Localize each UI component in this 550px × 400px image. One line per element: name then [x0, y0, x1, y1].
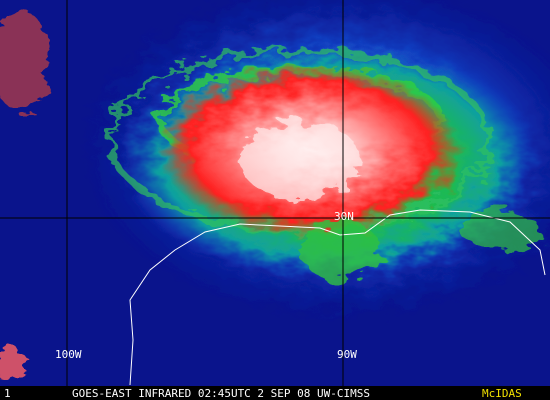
- frame-number: 1: [4, 387, 11, 400]
- logo: McIDAS: [482, 387, 522, 400]
- lon-label: 100W: [55, 348, 82, 361]
- footer-bar: [0, 386, 550, 400]
- lon-label: 90W: [337, 348, 357, 361]
- caption: GOES-EAST INFRARED 02:45UTC 2 SEP 08 UW-…: [72, 387, 370, 400]
- cloud-field: [0, 0, 550, 380]
- lat-label: 30N: [334, 210, 354, 223]
- coastline: [129, 209, 546, 386]
